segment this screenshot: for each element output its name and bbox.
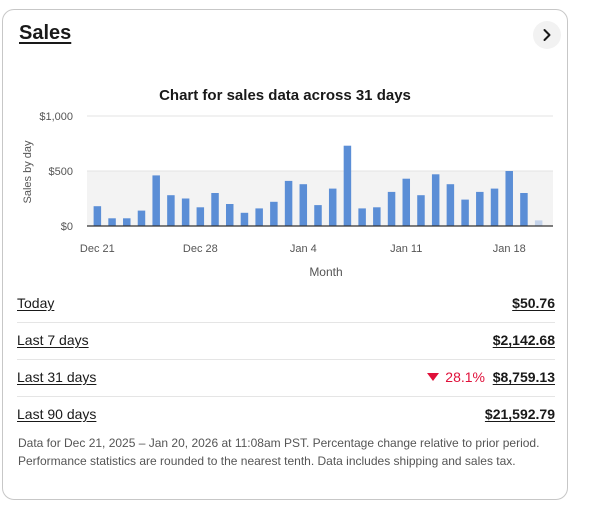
bar-dec-26[interactable] (167, 195, 175, 226)
bar-dec-22[interactable] (108, 218, 116, 226)
bar-dec-25[interactable] (152, 175, 160, 226)
sales-card: Sales Chart for sales data across 31 day… (2, 9, 568, 500)
bar-jan-12[interactable] (417, 195, 425, 226)
bar-dec-30[interactable] (225, 204, 234, 226)
chevron-right-icon (543, 29, 551, 41)
open-sales-button[interactable] (533, 21, 561, 49)
bar-dec-21[interactable] (93, 206, 102, 226)
sales-chart: Chart for sales data across 31 days $0 $5… (22, 87, 553, 279)
summary-value[interactable]: $2,142.68 (492, 332, 555, 348)
bar-dec-27[interactable] (181, 198, 190, 227)
bar-jan-19[interactable] (520, 193, 528, 226)
summary-value[interactable]: $8,759.13 (492, 369, 555, 385)
card-title[interactable]: Sales (19, 22, 72, 44)
bar-jan-2[interactable] (270, 201, 278, 226)
summary-row-today: Today $50.76 (17, 287, 555, 323)
chart-title: Chart for sales data across 31 days (159, 87, 411, 104)
bar-dec-24[interactable] (137, 210, 146, 226)
bar-jan-11[interactable] (402, 178, 411, 226)
bar-jan-13[interactable] (431, 174, 440, 226)
bar-jan-18[interactable] (505, 171, 513, 226)
y-tick-label: $500 (49, 166, 73, 178)
x-tick-label: Jan 11 (390, 243, 422, 255)
summary-value[interactable]: $21,592.79 (484, 406, 555, 422)
change-percent: 28.1% (445, 369, 485, 385)
y-tick-label: $1,000 (39, 111, 73, 123)
bar-jan-20[interactable] (534, 220, 543, 226)
bar-dec-29[interactable] (211, 193, 219, 226)
bar-jan-16[interactable] (476, 191, 484, 226)
data-footnote: Data for Dec 21, 2025 – Jan 20, 2026 at … (18, 436, 540, 468)
bar-jan-5[interactable] (314, 205, 322, 226)
bar-jan-8[interactable] (358, 208, 366, 226)
x-axis-label: Month (309, 265, 342, 279)
bar-jan-4[interactable] (299, 184, 308, 226)
bar-jan-9[interactable] (373, 207, 381, 226)
bar-dec-31[interactable] (240, 212, 249, 226)
bar-dec-28[interactable] (196, 207, 205, 226)
y-axis-label: Sales by day (22, 140, 34, 203)
change-indicator: 28.1% (427, 369, 485, 385)
y-tick-label: $0 (61, 221, 73, 233)
x-tick-label: Dec 28 (183, 243, 218, 255)
x-tick-label: Dec 21 (80, 243, 115, 255)
bar-jan-17[interactable] (490, 188, 499, 226)
bar-jan-14[interactable] (446, 184, 455, 226)
bar-jan-10[interactable] (387, 191, 396, 226)
summary-label[interactable]: Last 31 days (17, 369, 97, 385)
bar-jan-1[interactable] (255, 208, 263, 226)
arrow-down-icon (427, 373, 440, 381)
bar-dec-23[interactable] (123, 218, 131, 226)
bar-jan-6[interactable] (328, 188, 337, 226)
bar-jan-7[interactable] (343, 145, 352, 226)
summary-row-last-90-days: Last 90 days $21,592.79 (17, 398, 555, 434)
summary-label[interactable]: Today (17, 295, 55, 311)
summary-label[interactable]: Last 90 days (17, 406, 97, 422)
summary-label[interactable]: Last 7 days (17, 332, 89, 348)
x-tick-label: Jan 4 (290, 243, 317, 255)
bar-jan-3[interactable] (284, 180, 293, 226)
summary-row-last-7-days: Last 7 days $2,142.68 (17, 324, 555, 360)
summary-row-last-31-days: Last 31 days 28.1% $8,759.13 (17, 361, 555, 397)
bar-jan-15[interactable] (461, 199, 469, 226)
x-tick-label: Jan 18 (493, 243, 526, 255)
summary-value[interactable]: $50.76 (512, 295, 555, 311)
